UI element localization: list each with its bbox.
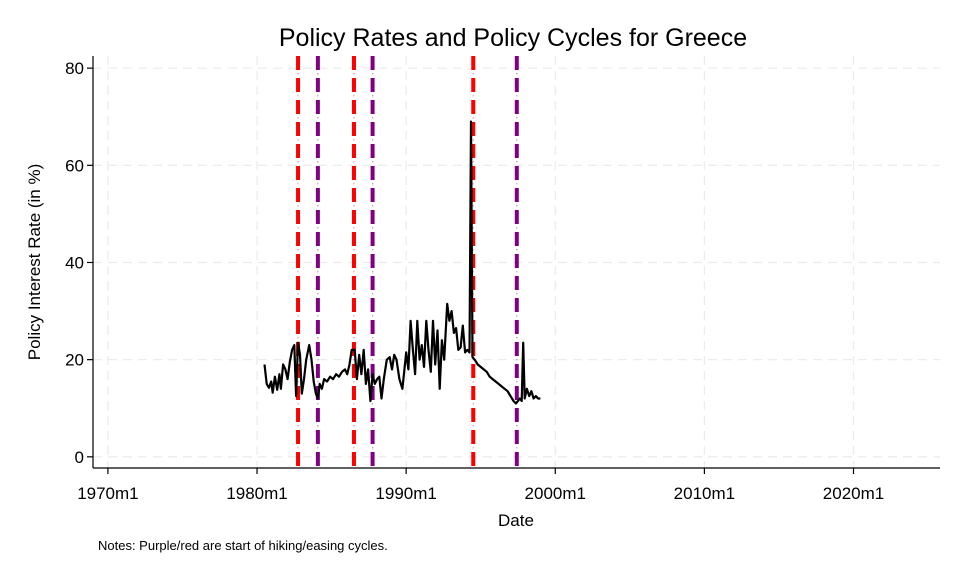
x-tick-label: 1970m1	[77, 484, 138, 503]
chart-note: Notes: Purple/red are start of hiking/ea…	[98, 538, 388, 553]
x-tick-label: 1980m1	[226, 484, 287, 503]
chart-title: Policy Rates and Policy Cycles for Greec…	[279, 24, 747, 52]
series-line	[263, 120, 541, 405]
y-tick-label: 20	[65, 351, 84, 370]
x-axis-title: Date	[498, 511, 534, 530]
series-group	[263, 120, 541, 405]
y-tick-label: 80	[65, 59, 84, 78]
x-tick-label: 1990m1	[375, 484, 436, 503]
x-tick-label: 2020m1	[823, 484, 884, 503]
y-tick-label: 40	[65, 253, 84, 272]
axes: 0 20 40 60 80 1970m1 1980m1 1990m1 2000m1 2010m1 2…	[65, 56, 940, 503]
y-tick-label: 60	[65, 156, 84, 175]
y-tick-label: 0	[75, 448, 84, 467]
x-tick-label: 2010m1	[674, 484, 735, 503]
y-axis-title: Policy Interest Rate (in %)	[25, 164, 44, 361]
x-tick-label: 2000m1	[525, 484, 586, 503]
